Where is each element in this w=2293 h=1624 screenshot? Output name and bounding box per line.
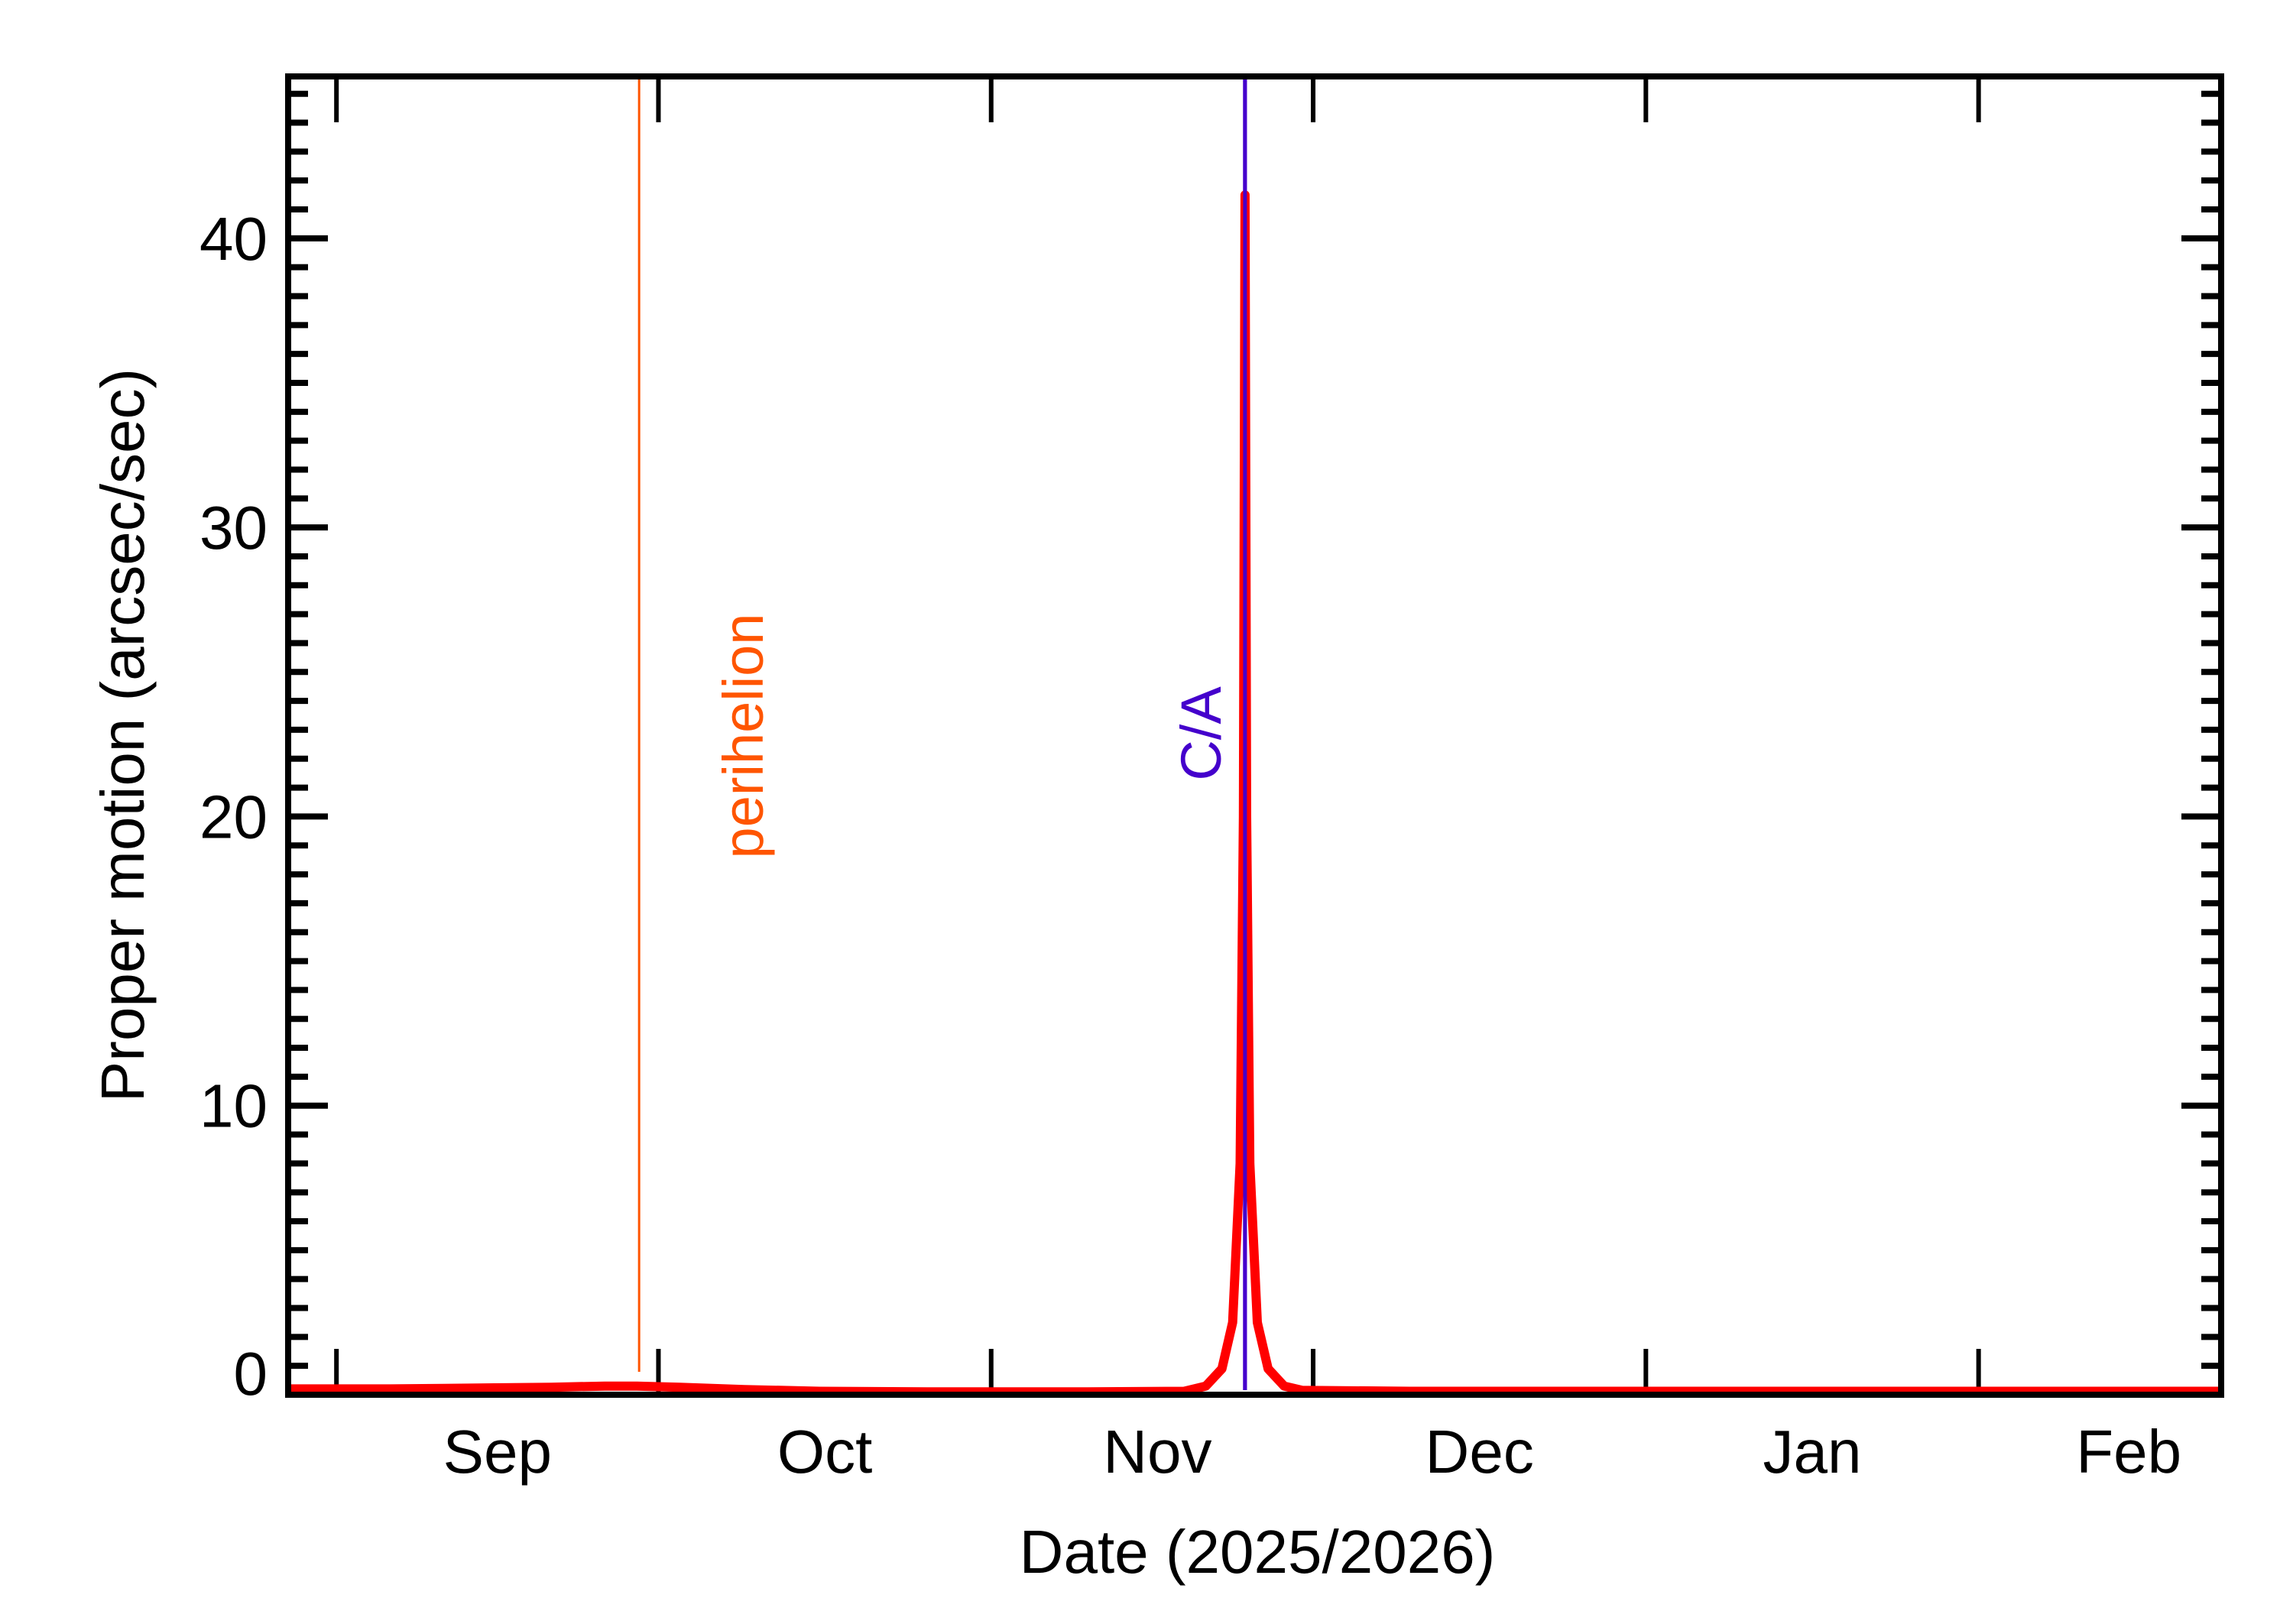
y-tick-label: 0: [234, 1340, 268, 1408]
perihelion-label: perihelion: [712, 614, 775, 859]
y-axis-ticks: [288, 90, 2221, 1370]
y-tick-label: 20: [199, 783, 268, 851]
x-tick-label: Dec: [1425, 1418, 1534, 1486]
x-axis-tick-labels: Sep Oct Nov Dec Jan Feb: [443, 1418, 2182, 1486]
y-axis-tick-labels: 0 10 20 30 40: [199, 205, 268, 1408]
x-tick-label: Jan: [1763, 1418, 1862, 1486]
y-axis-title: Proper motion (arcsec/sec): [89, 368, 157, 1102]
x-tick-label: Feb: [2076, 1418, 2181, 1486]
x-tick-label: Sep: [443, 1418, 552, 1486]
x-tick-label: Oct: [777, 1418, 872, 1486]
proper-motion-series-line: [288, 190, 2221, 1397]
plot-frame: [285, 73, 2224, 1398]
y-tick-label: 30: [199, 494, 268, 562]
x-axis-title: Date (2025/2026): [1020, 1518, 1496, 1586]
x-tick-label: Nov: [1103, 1418, 1211, 1486]
y-tick-label: 10: [199, 1072, 268, 1140]
closest-approach-label: C/A: [1169, 686, 1233, 781]
y-tick-label: 40: [199, 205, 268, 273]
